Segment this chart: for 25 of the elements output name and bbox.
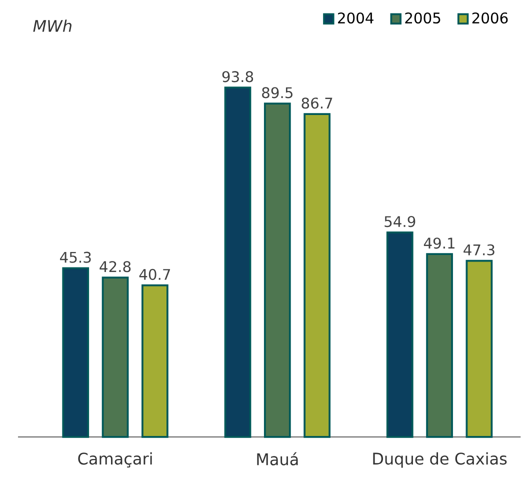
bar <box>224 86 252 438</box>
data-label: 89.5 <box>262 87 292 98</box>
data-label: 54.9 <box>384 216 416 228</box>
data-label: 93.8 <box>222 71 254 82</box>
data-label: 47.3 <box>464 244 494 256</box>
legend-label: 2004 <box>338 12 374 24</box>
x-tick-label: Camaçari <box>78 452 152 468</box>
data-label: 49.1 <box>424 238 454 249</box>
bar <box>142 284 168 438</box>
bar <box>62 267 90 438</box>
data-label: 42.8 <box>100 261 131 272</box>
bar <box>304 113 330 438</box>
x-tick-label: Mauá <box>257 452 298 466</box>
bar <box>264 102 291 438</box>
data-label: 45.3 <box>60 252 91 263</box>
bar <box>426 253 453 438</box>
data-label: 40.7 <box>139 268 170 280</box>
bar <box>102 276 129 438</box>
bar <box>466 260 493 438</box>
bar <box>386 232 414 438</box>
legend-label: 2005 <box>405 12 440 24</box>
legend-label: 2006 <box>472 12 508 24</box>
data-label: 86.7 <box>302 98 332 109</box>
y-axis-title: MWh <box>33 20 72 32</box>
x-tick-label: Duque de Caxias <box>373 452 507 468</box>
